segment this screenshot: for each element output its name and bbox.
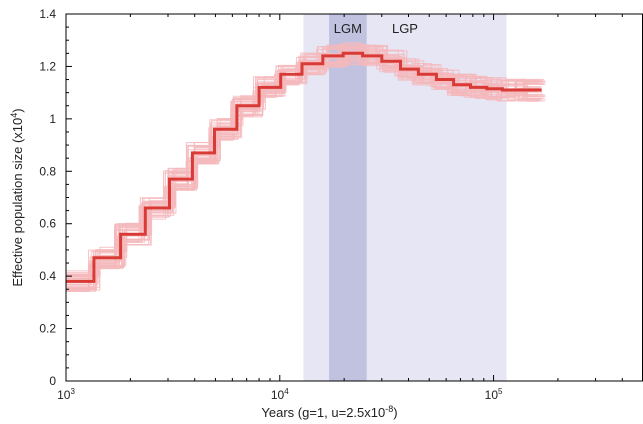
bootstrap-line [66,54,543,286]
x-tick-label: 105 [485,387,503,402]
region-lgm [329,14,367,381]
y-tick-label: 0.4 [39,269,56,283]
main-series [66,51,542,283]
x-tick-label: 103 [57,387,75,402]
y-tick-label: 0.6 [39,217,56,231]
y-tick-label: 1 [49,112,56,126]
series-line [66,51,542,283]
region-labels: LGP LGM [334,21,418,36]
bootstrap-line [66,46,544,291]
y-tick-label: 1.4 [39,7,56,21]
x-axis-label: Years (g=1, u=2.5x10-8) [261,404,397,420]
x-tick-label: 104 [271,387,289,402]
region-label-lgm: LGM [334,21,362,36]
y-tick-label: 0.8 [39,164,56,178]
y-tick-label: 1.2 [39,59,56,73]
y-tick-label: 0.2 [39,322,56,336]
x-axis: 103 104 105 [57,14,643,402]
y-tick-label: 0 [49,374,56,388]
bootstrap-line [66,58,542,283]
y-axis-label: Effective population size (x104) [9,108,25,286]
region-label-lgp: LGP [392,21,418,36]
y-axis: 0 0.2 0.4 0.6 0.8 1 1.2 1.4 [39,7,72,388]
